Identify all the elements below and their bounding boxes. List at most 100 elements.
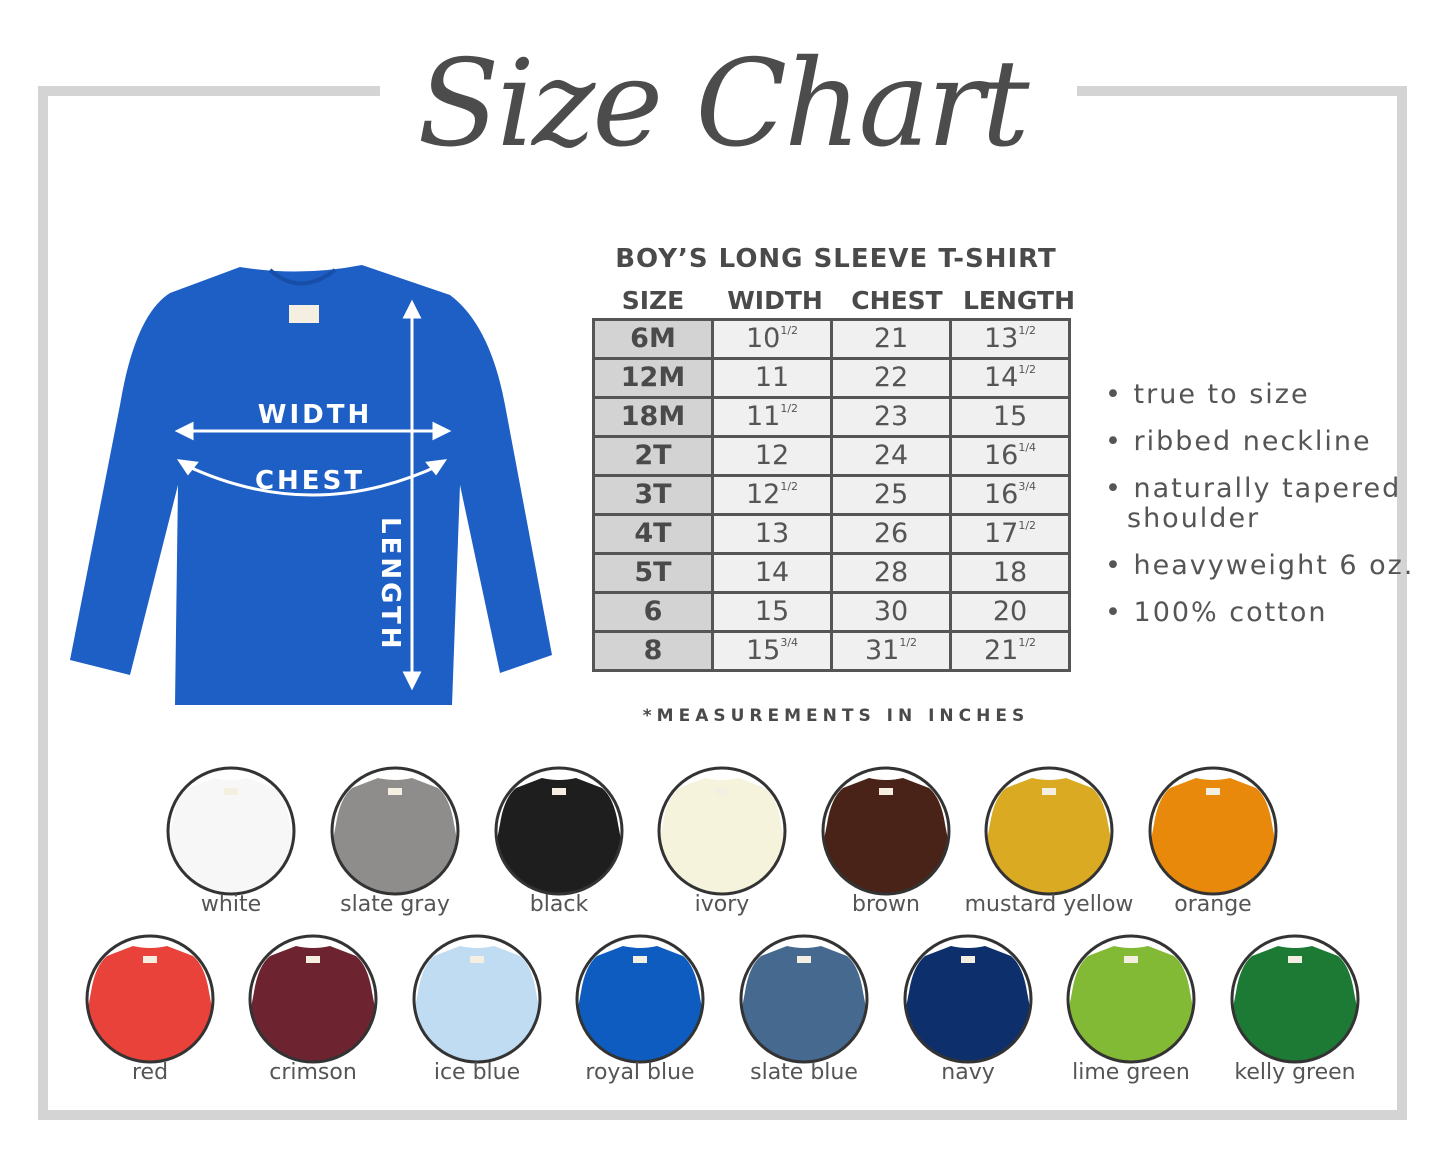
shirt-icon — [412, 934, 542, 1064]
size-cell-value: 4T — [634, 518, 672, 549]
shirt-icon — [248, 934, 378, 1064]
size-cell-value: 5T — [634, 557, 672, 588]
table-row: 6M 101/2 21 131/2 — [592, 318, 1071, 360]
table-row: 18M 111/2 23 15 — [592, 396, 1071, 438]
table-row: 6 15 30 20 — [592, 591, 1071, 633]
shirt-measurement-diagram: WIDTH CHEST LENGTH — [70, 265, 552, 705]
shirt-icon — [821, 766, 951, 896]
size-cell-value: 8 — [643, 635, 663, 666]
size-cell-value: 18M — [620, 401, 686, 432]
shirt-icon — [166, 766, 296, 896]
shirt-icon — [330, 766, 460, 896]
table-row: 3T 121/2 25 163/4 — [592, 474, 1071, 516]
size-table: 6M 101/2 21 131/2 12M 11 22 141/2 18M 111/2 23 15 2T… — [592, 318, 1071, 672]
length-cell-value: 15 — [992, 401, 1028, 432]
chest-cell-value: 26 — [873, 518, 909, 549]
color-swatch-lime-green[interactable]: lime green — [1051, 932, 1211, 1102]
color-label: red — [131, 1060, 169, 1085]
feature-item: • ribbed neckline — [1105, 426, 1372, 457]
color-swatch-slate-blue[interactable]: slate blue — [724, 932, 884, 1102]
size-cell: 8 — [592, 630, 714, 672]
length-cell-value: 16 — [983, 479, 1019, 510]
measurement-arrows — [174, 299, 452, 691]
length-cell-value: 17 — [983, 518, 1019, 549]
feature-text: 100% cotton — [1133, 597, 1328, 628]
width-cell: 101/2 — [711, 318, 833, 360]
width-cell: 11 — [711, 357, 833, 399]
shirt-body — [70, 265, 552, 705]
width-cell: 153/4 — [711, 630, 833, 672]
color-label: slate blue — [750, 1060, 858, 1085]
color-swatch-ice-blue[interactable]: ice blue — [397, 932, 557, 1102]
table-row: 12M 11 22 141/2 — [592, 357, 1071, 399]
feature-text: naturally tapered shoulder — [1127, 473, 1402, 534]
chest-cell: 25 — [830, 474, 952, 516]
length-label: LENGTH — [375, 517, 405, 651]
measurement-note: *MEASUREMENTS IN INCHES — [642, 706, 1030, 726]
color-swatch-slate-gray[interactable]: slate gray — [315, 764, 475, 934]
length-cell-value: 13 — [983, 323, 1019, 354]
color-label: ice blue — [433, 1060, 521, 1085]
chest-cell-value: 25 — [873, 479, 909, 510]
length-cell: 171/2 — [949, 513, 1071, 555]
width-cell: 14 — [711, 552, 833, 594]
fraction: 3/4 — [1018, 480, 1037, 493]
color-label: lime green — [1072, 1060, 1190, 1085]
width-cell: 15 — [711, 591, 833, 633]
length-cell: 211/2 — [949, 630, 1071, 672]
width-cell-value: 12 — [745, 479, 781, 510]
fraction: 1/4 — [1018, 441, 1037, 454]
color-label: mustard yellow — [964, 892, 1134, 917]
color-swatch-orange[interactable]: orange — [1133, 764, 1293, 934]
table-row: 2T 12 24 161/4 — [592, 435, 1071, 477]
fraction: 1/2 — [1018, 324, 1037, 337]
size-cell-value: 3T — [634, 479, 672, 510]
feature-item: • true to size — [1105, 379, 1310, 410]
chest-cell: 26 — [830, 513, 952, 555]
color-label: navy — [941, 1060, 995, 1085]
width-cell-value: 11 — [745, 401, 781, 432]
chest-cell-value: 23 — [873, 401, 909, 432]
color-label: orange — [1174, 892, 1252, 917]
color-swatch-white[interactable]: white — [151, 764, 311, 934]
feature-list: • true to size • ribbed neckline • natural… — [1105, 380, 1427, 645]
size-cell-value: 12M — [620, 362, 686, 393]
fraction: 1/2 — [780, 324, 799, 337]
feature-text: heavyweight 6 oz. — [1133, 550, 1415, 581]
column-header-size: SIZE — [621, 286, 685, 315]
chest-cell: 22 — [830, 357, 952, 399]
color-swatch-red[interactable]: red — [70, 932, 230, 1102]
color-label: crimson — [269, 1060, 357, 1085]
chest-cell-value: 22 — [873, 362, 909, 393]
chest-cell: 311/2 — [830, 630, 952, 672]
size-cell: 18M — [592, 396, 714, 438]
size-cell: 2T — [592, 435, 714, 477]
feature-text: true to size — [1133, 379, 1310, 410]
length-cell: 141/2 — [949, 357, 1071, 399]
color-swatch-royal-blue[interactable]: royal blue — [560, 932, 720, 1102]
color-swatch-crimson[interactable]: crimson — [233, 932, 393, 1102]
size-cell: 6M — [592, 318, 714, 360]
color-swatch-ivory[interactable]: ivory — [642, 764, 802, 934]
length-cell-value: 18 — [992, 557, 1028, 588]
table-row: 8 153/4 311/2 211/2 — [592, 630, 1071, 672]
feature-text: ribbed neckline — [1133, 426, 1372, 457]
color-swatch-brown[interactable]: brown — [806, 764, 966, 934]
color-swatch-kelly-green[interactable]: kelly green — [1215, 932, 1375, 1102]
shirt-icon — [1066, 934, 1196, 1064]
color-swatch-navy[interactable]: navy — [888, 932, 1048, 1102]
chest-cell-value: 21 — [873, 323, 909, 354]
size-cell-value: 6M — [630, 323, 676, 354]
color-swatch-mustard-yellow[interactable]: mustard yellow — [965, 764, 1133, 934]
color-label: kelly green — [1234, 1060, 1356, 1085]
width-cell-value: 10 — [745, 323, 781, 354]
length-cell: 163/4 — [949, 474, 1071, 516]
shirt-icon — [903, 934, 1033, 1064]
width-cell-value: 12 — [754, 440, 790, 471]
chest-cell-value: 30 — [873, 596, 909, 627]
color-swatch-black[interactable]: black — [479, 764, 639, 934]
fraction: 1/2 — [780, 480, 799, 493]
color-label: ivory — [694, 892, 750, 917]
chest-cell: 28 — [830, 552, 952, 594]
width-label: WIDTH — [258, 400, 372, 430]
